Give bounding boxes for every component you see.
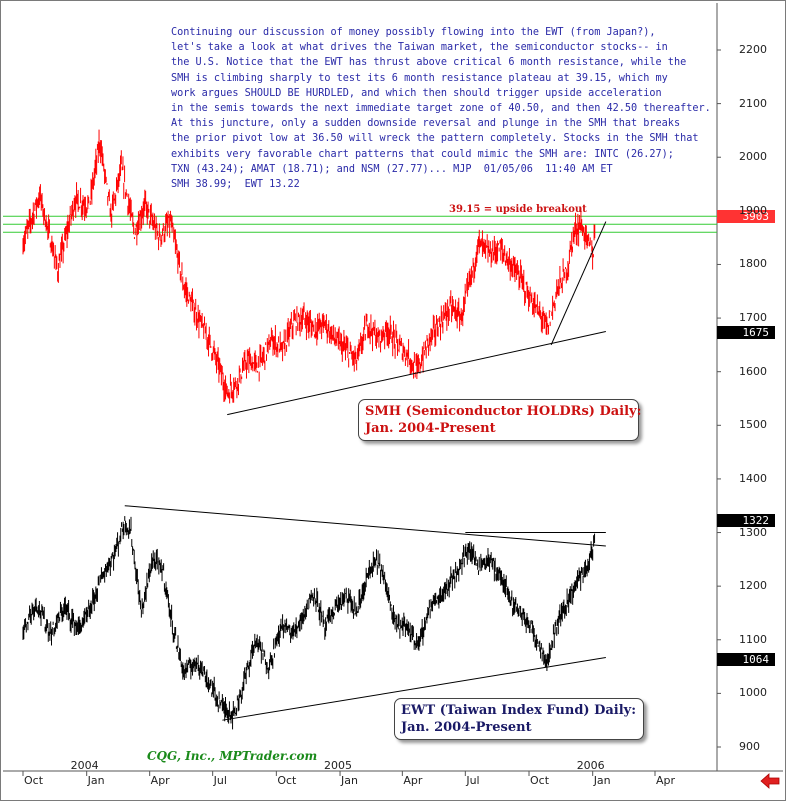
x-tick-label: Jan	[341, 774, 358, 787]
smh-series	[22, 129, 596, 404]
y-tick-label: 2000	[739, 150, 767, 164]
ewt-title-line: EWT (Taiwan Index Fund) Daily:	[401, 703, 637, 718]
x-tick-label: Oct	[24, 774, 44, 787]
commentary-line: At this juncture, only a sudden downside…	[171, 118, 681, 130]
commentary-line: Continuing our discussion of money possi…	[171, 27, 656, 38]
x-tick-label: Apr	[403, 774, 423, 787]
smh-pivot-flag: 1675	[717, 326, 775, 339]
x-tick-label: Jul	[466, 774, 480, 787]
year-label: 2005	[324, 759, 353, 772]
y-tick-label: 1500	[739, 418, 767, 432]
x-tick-label: Jul	[213, 774, 227, 787]
y-tick-label: 1000	[739, 686, 767, 700]
ewt-support-trendline	[222, 656, 606, 721]
commentary-text: Continuing our discussion of money possi…	[171, 25, 716, 192]
y-tick-label: 1700	[739, 311, 767, 325]
commentary-line: exhibits very favorable chart patterns t…	[171, 148, 674, 160]
y-tick-label: 1800	[739, 257, 767, 271]
scroll-left-arrow-icon[interactable]	[759, 773, 781, 789]
x-tick-label: Apr	[150, 774, 170, 787]
commentary-line: let's take a look at what drives the Tai…	[171, 42, 668, 54]
commentary-line: TXN (43.24); AMAT (18.71); and NSM (27.7…	[171, 163, 613, 175]
x-tick-label: Oct	[277, 774, 297, 787]
x-tick-label: Jan	[87, 774, 105, 787]
smh-subtitle-line: Jan. 2004-Present	[365, 421, 496, 436]
ewt-title-box: EWT (Taiwan Index Fund) Daily: Jan. 2004…	[394, 698, 644, 740]
breakout-annotation: 39.15 = upside breakout	[449, 204, 587, 215]
smh-support-trendline	[227, 330, 606, 416]
ewt-last-price-flag: 1322	[717, 514, 775, 527]
commentary-line: SMH 38.99; EWT 13.22	[171, 179, 300, 191]
y-tick-label: 1300	[739, 525, 767, 539]
smh-last-price-flag: 3903	[717, 210, 775, 223]
smh-title-line: SMH (Semiconductor HOLDRs) Daily:	[365, 404, 642, 419]
commentary-line: in the semis towards the next immediate …	[171, 103, 711, 115]
year-label: 2006	[576, 759, 605, 772]
ewt-resistance-trendline	[124, 505, 606, 547]
y-tick-label: 1400	[739, 471, 767, 485]
y-tick-label: 1200	[739, 579, 767, 593]
y-tick-label: 1900	[739, 203, 767, 217]
y-tick-label: 900	[739, 740, 760, 753]
ewt-low-flag: 1064	[717, 653, 775, 666]
y-tick-label: 1100	[739, 632, 767, 646]
commentary-line: the prior pivot low at 36.50 will wreck …	[171, 133, 699, 145]
y-tick-label: 2100	[739, 96, 767, 110]
year-label: 2004	[70, 759, 99, 772]
commentary-line: the U.S. Notice that the EWT has thrust …	[171, 57, 687, 69]
source-credit: CQG, Inc., MPTrader.com	[147, 749, 318, 763]
x-tick-label: Apr	[656, 774, 676, 787]
y-tick-label: 2200	[739, 43, 767, 56]
x-tick-label: Oct	[530, 774, 550, 787]
commentary-line: SMH is climbing sharply to test its 6 mo…	[171, 72, 668, 84]
x-tick-label: Jan	[593, 774, 611, 787]
ewt-series	[22, 516, 596, 730]
smh-title-box: SMH (Semiconductor HOLDRs) Daily: Jan. 2…	[358, 399, 642, 441]
ewt-subtitle-line: Jan. 2004-Present	[401, 720, 532, 735]
y-tick-label: 1600	[739, 364, 767, 378]
commentary-line: work argues SHOULD BE HURDLED, and which…	[171, 87, 662, 99]
smh-support-trendline	[550, 221, 607, 346]
